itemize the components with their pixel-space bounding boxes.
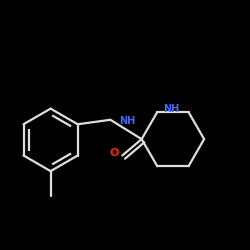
Text: O: O	[109, 148, 119, 158]
Text: NH: NH	[120, 116, 136, 126]
Text: NH: NH	[163, 104, 179, 114]
